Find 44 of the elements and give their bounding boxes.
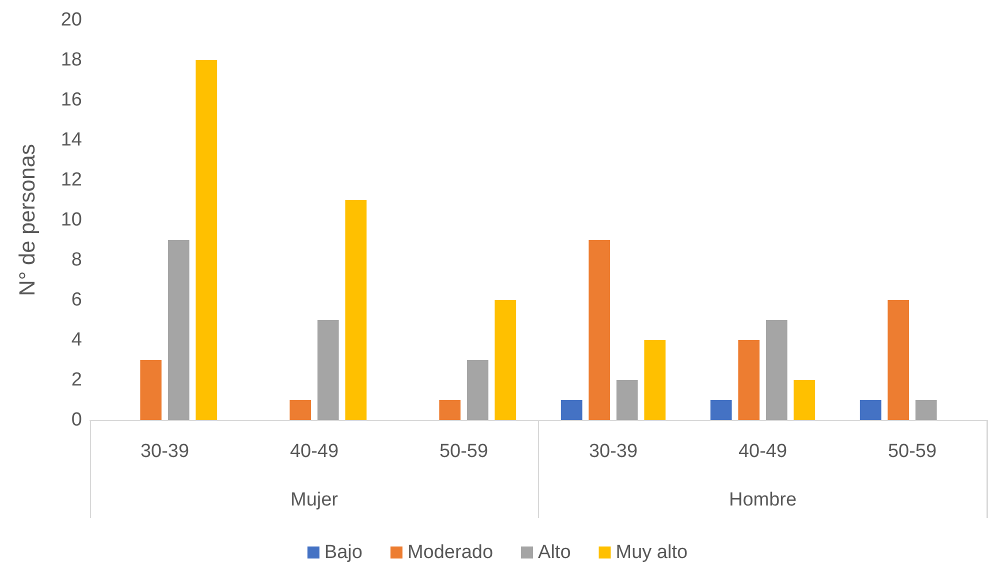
y-tick-label: 10 [60, 210, 82, 230]
bar [345, 200, 367, 420]
x-tick-label: 50-59 [439, 441, 488, 462]
bar [915, 400, 937, 420]
bar [140, 360, 162, 420]
bar [644, 340, 666, 420]
bar [168, 240, 190, 420]
y-tick-label: 18 [60, 50, 82, 70]
text: Hombre [728, 490, 797, 510]
bar [738, 340, 760, 420]
y-tick-label: 0 [71, 410, 82, 430]
bar [196, 60, 218, 420]
y-tick-label: 20 [60, 10, 82, 30]
bar [560, 400, 582, 420]
bar [290, 400, 312, 420]
y-tick-label: 12 [60, 170, 82, 190]
y-tick-label: 2 [71, 370, 82, 390]
text: Mujer [290, 490, 339, 510]
y-tick-label: 6 [71, 290, 82, 310]
legend-label: Alto [538, 542, 571, 563]
bar [439, 400, 461, 420]
bar [494, 300, 516, 420]
x-tick-label: 40-49 [738, 441, 788, 462]
y-tick-label: 8 [71, 250, 82, 270]
y-tick-label: 4 [71, 330, 82, 350]
x-tick-label: 30-39 [140, 441, 190, 462]
bar [317, 320, 339, 420]
legend-label: Muy alto [616, 542, 688, 563]
legend-label: Moderado [407, 542, 494, 563]
y-axis-title: N° de personas [14, 144, 40, 296]
bar [888, 300, 910, 420]
bar [766, 320, 788, 420]
y-tick-label: 16 [60, 90, 82, 110]
x-tick-label: 50-59 [888, 441, 937, 462]
bar [588, 240, 610, 420]
legend-label: Bajo [324, 542, 362, 563]
bar [794, 380, 816, 420]
bar [466, 360, 488, 420]
bar [860, 400, 882, 420]
bar [616, 380, 638, 420]
x-tick-label: 30-39 [588, 441, 638, 462]
bar [710, 400, 732, 420]
x-tick-label: 40-49 [290, 441, 339, 462]
y-tick-label: 14 [60, 130, 82, 150]
